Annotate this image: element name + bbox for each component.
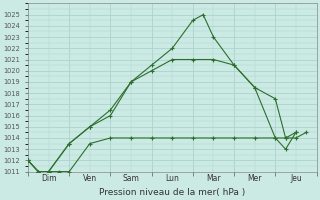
X-axis label: Pression niveau de la mer( hPa ): Pression niveau de la mer( hPa ) <box>99 188 245 197</box>
